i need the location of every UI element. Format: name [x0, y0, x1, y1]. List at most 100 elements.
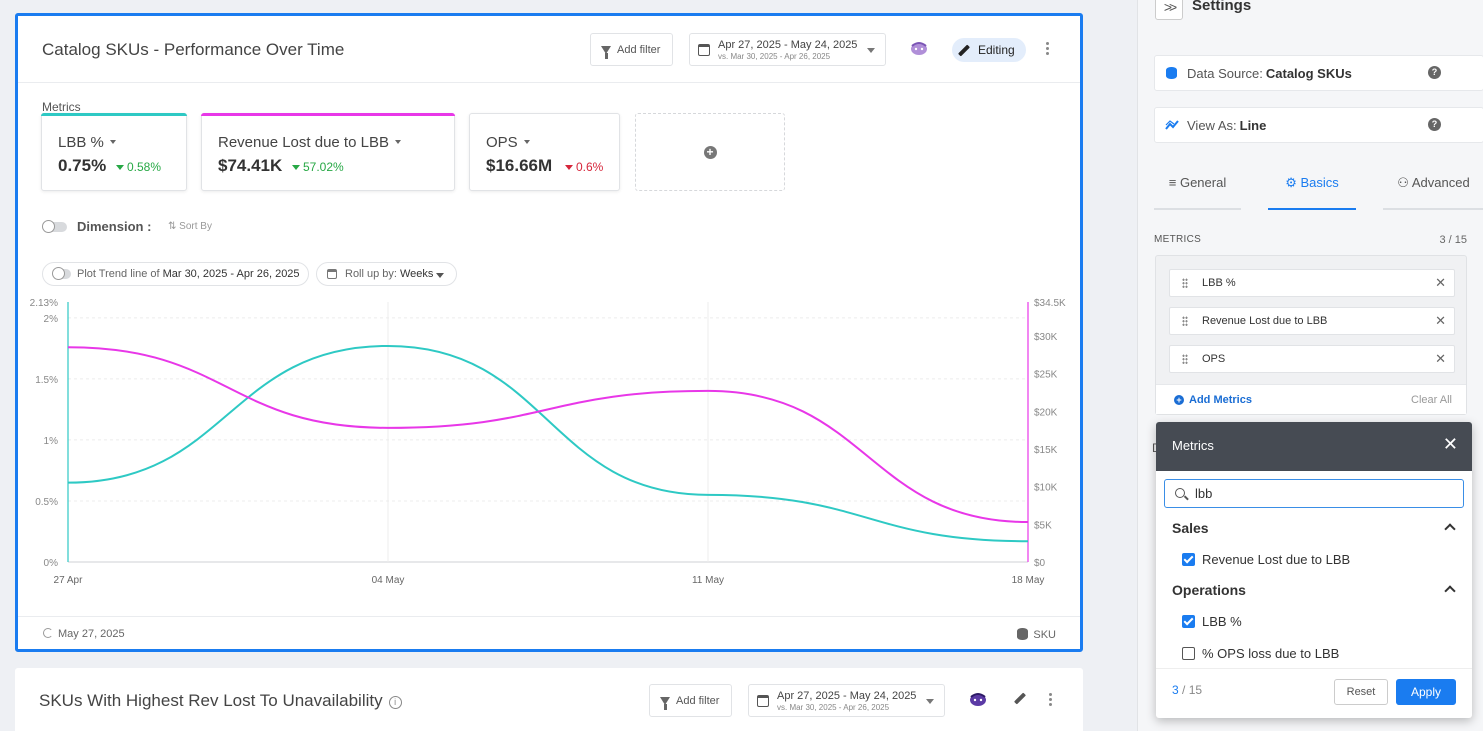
add-filter-label: Add filter [617, 43, 661, 56]
metrics-search-input[interactable]: lbb [1164, 479, 1464, 508]
chevron-up-icon[interactable] [1444, 523, 1456, 535]
tab-general[interactable]: ≡ General [1154, 168, 1241, 210]
metric-item[interactable]: LBB % ✕ [1169, 269, 1455, 297]
y-right-tick-label: $20K [1034, 407, 1058, 418]
metric-item[interactable]: Revenue Lost due to LBB ✕ [1169, 307, 1455, 335]
checkbox-checked[interactable] [1182, 615, 1195, 628]
chevron-up-icon[interactable] [1444, 585, 1456, 597]
popup-footer: 3 / 15 Reset Apply [1156, 668, 1472, 718]
option-label: Revenue Lost due to LBB [1202, 552, 1351, 567]
settings-title: Settings [1192, 0, 1252, 14]
selected-count: 3 / 15 [1172, 683, 1203, 697]
more-options-icon[interactable] [1049, 691, 1053, 708]
remove-icon[interactable]: ✕ [1435, 275, 1446, 290]
metric-item-label: LBB % [1202, 277, 1236, 289]
rollup-label: Roll up by: [345, 268, 397, 280]
metric-card-name[interactable]: LBB % [58, 134, 116, 151]
add-metrics-button[interactable]: Add Metrics [1174, 394, 1252, 406]
tab-advanced[interactable]: ⚇ Advanced [1383, 168, 1483, 210]
x-tick-label: 04 May [372, 575, 405, 586]
trend-toggle-switch[interactable] [52, 267, 71, 280]
metric-card-revenue-lost[interactable]: Revenue Lost due to LBB $74.41K 57.02% [201, 113, 455, 191]
metric-card-ops[interactable]: OPS $16.66M 0.6% [469, 113, 620, 191]
drag-handle-icon[interactable] [1182, 316, 1188, 326]
filter-icon [601, 45, 611, 59]
option-label: LBB % [1202, 614, 1242, 629]
more-options-icon[interactable] [1046, 40, 1050, 57]
editing-badge[interactable]: Editing [952, 38, 1026, 62]
sort-icon: ⇅ [168, 221, 180, 232]
sort-by-button[interactable]: ⇅ Sort By [168, 221, 212, 232]
drag-handle-icon[interactable] [1182, 354, 1188, 364]
close-icon[interactable]: ✕ [1442, 434, 1458, 454]
performance-widget[interactable]: Catalog SKUs - Performance Over Time Add… [15, 13, 1083, 652]
checkbox-unchecked[interactable] [1182, 647, 1195, 660]
group-sales[interactable]: Sales [1172, 520, 1209, 536]
line-chart[interactable]: 0% 0.5% 1% 1.5% 2% 2.13% $0 $5K $10K $15K $20K $25K… [18, 294, 1080, 614]
trend-range: Mar 30, 2025 - Apr 26, 2025 [162, 268, 300, 280]
drag-handle-icon[interactable] [1182, 278, 1188, 288]
refresh-icon[interactable] [43, 628, 53, 638]
dimension-toggle[interactable] [42, 220, 67, 233]
metric-item-label: Revenue Lost due to LBB [1202, 315, 1328, 327]
reset-button[interactable]: Reset [1334, 679, 1388, 705]
tab-basics[interactable]: ⚙ Basics [1268, 168, 1356, 210]
y-left-tick-label: 2% [44, 314, 59, 325]
series-line-1 [67, 346, 1029, 524]
rollup-dropdown[interactable]: Roll up by: Weeks [316, 262, 457, 286]
option-ops-loss[interactable]: % OPS loss due to LBB [1182, 646, 1339, 661]
option-revenue-lost[interactable]: Revenue Lost due to LBB [1182, 552, 1350, 567]
popup-title: Metrics [1172, 438, 1214, 453]
clear-all-button[interactable]: Clear All [1411, 394, 1452, 406]
chevron-down-icon [436, 273, 444, 278]
line-chart-icon [1165, 120, 1179, 130]
date-range-picker[interactable]: Apr 27, 2025 - May 24, 2025 vs. Mar 30, … [689, 33, 886, 66]
data-source-value: Catalog SKUs [1265, 65, 1352, 81]
metric-card-lbb[interactable]: LBB % 0.75% 0.58% [41, 113, 187, 191]
apply-button[interactable]: Apply [1396, 679, 1456, 705]
widget-title: Catalog SKUs - Performance Over Time [42, 40, 345, 59]
y-left-tick-label: 1% [44, 436, 59, 447]
last-updated: May 27, 2025 [58, 628, 125, 640]
date-range-label: Apr 27, 2025 - May 24, 2025 [718, 38, 858, 51]
x-tick-label: 27 Apr [54, 575, 84, 586]
trend-line-toggle[interactable]: Plot Trend line of Mar 30, 2025 - Apr 26,… [42, 262, 309, 286]
add-filter-label: Add filter [676, 694, 720, 707]
remove-icon[interactable]: ✕ [1435, 351, 1446, 366]
metric-card-name[interactable]: OPS [486, 134, 530, 151]
user-avatar-icon[interactable] [968, 691, 988, 707]
remove-icon[interactable]: ✕ [1435, 313, 1446, 328]
group-operations[interactable]: Operations [1172, 582, 1246, 598]
user-avatar-icon[interactable] [909, 40, 929, 56]
metrics-popup: Metrics ✕ lbb Sales Revenue Lost due to … [1156, 422, 1472, 718]
collapse-panel-icon[interactable]: >> [1155, 0, 1183, 20]
rollup-value: Weeks [399, 268, 434, 280]
metric-card-name[interactable]: Revenue Lost due to LBB [218, 134, 401, 151]
add-filter-button[interactable]: Add filter [649, 684, 732, 717]
edit-pencil-icon[interactable] [1013, 692, 1027, 705]
metric-card-value: $74.41K [218, 156, 283, 175]
calendar-icon [757, 694, 769, 707]
help-icon[interactable]: ? [1428, 118, 1441, 131]
search-value: lbb [1195, 486, 1213, 501]
y-right-tick-label: $30K [1034, 332, 1058, 343]
add-metric-card[interactable]: + [635, 113, 785, 191]
add-filter-button[interactable]: Add filter [590, 33, 673, 66]
chevron-down-icon [926, 699, 934, 704]
metric-card-change: 0.58% [116, 160, 161, 174]
metric-item[interactable]: OPS ✕ [1169, 345, 1455, 373]
plus-circle-icon: + [703, 145, 717, 159]
view-as-selector[interactable]: View As: Line ? [1154, 107, 1483, 143]
info-icon[interactable]: i [388, 696, 402, 709]
metrics-count: 3 / 15 [1439, 234, 1467, 246]
rev-lost-widget[interactable]: SKUs With Highest Rev Lost To Unavailabi… [15, 668, 1083, 731]
help-icon[interactable]: ? [1428, 66, 1441, 79]
date-range-picker[interactable]: Apr 27, 2025 - May 24, 2025 vs. Mar 30, … [748, 684, 945, 717]
selected-metrics-list: LBB % ✕ Revenue Lost due to LBB ✕ OPS ✕ … [1155, 255, 1467, 415]
option-lbb-percent[interactable]: LBB % [1182, 614, 1242, 629]
data-source-selector[interactable]: Data Source: Catalog SKUs ? [1154, 55, 1483, 91]
popup-header: Metrics ✕ [1156, 422, 1472, 471]
list-icon: ≡ [1168, 175, 1180, 190]
checkbox-checked[interactable] [1182, 553, 1195, 566]
chevron-down-icon [867, 48, 875, 53]
